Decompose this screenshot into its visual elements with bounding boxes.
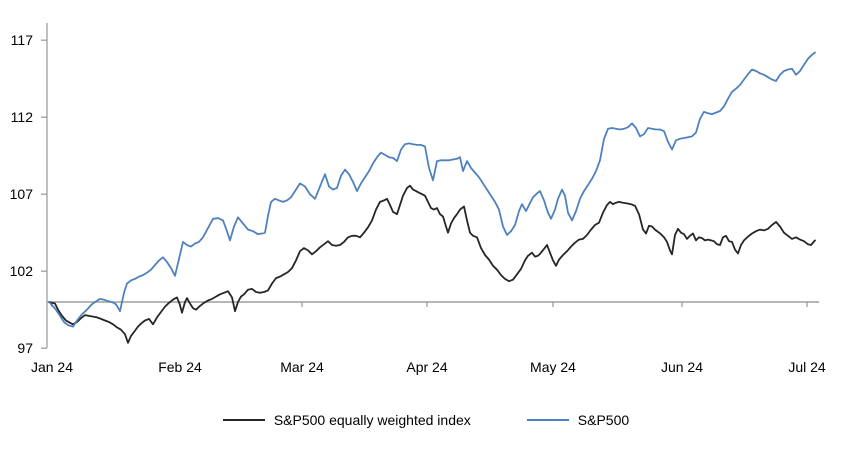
- y-tick-label: 107: [10, 186, 34, 202]
- x-tick-label: Mar 24: [280, 359, 324, 375]
- series-line-sp500: [48, 51, 816, 328]
- y-tick-label: 102: [10, 263, 34, 279]
- x-tick-label: Apr 24: [406, 359, 447, 375]
- chart-legend: S&P500 equally weighted index S&P500: [0, 412, 852, 428]
- legend-item-sp500: S&P500: [526, 412, 630, 428]
- legend-label-sp500: S&P500: [577, 412, 630, 428]
- y-tick-label: 117: [11, 32, 34, 48]
- legend-label-equal-weight: S&P500 equally weighted index: [273, 412, 471, 428]
- legend-line-swatch-equal-weight: [222, 419, 265, 421]
- x-tick-label: May 24: [530, 359, 576, 375]
- y-tick-label: 112: [11, 109, 34, 125]
- legend-item-equal-weight: S&P500 equally weighted index: [222, 412, 471, 428]
- x-tick-label: Jun 24: [661, 359, 703, 375]
- series-line-equal-weight: [48, 184, 816, 344]
- x-tick-label: Jul 24: [788, 359, 826, 375]
- x-tick-label: Feb 24: [158, 359, 202, 375]
- y-tick-label: 97: [17, 340, 33, 356]
- x-tick-label: Jan 24: [31, 359, 73, 375]
- legend-line-swatch-sp500: [526, 419, 569, 421]
